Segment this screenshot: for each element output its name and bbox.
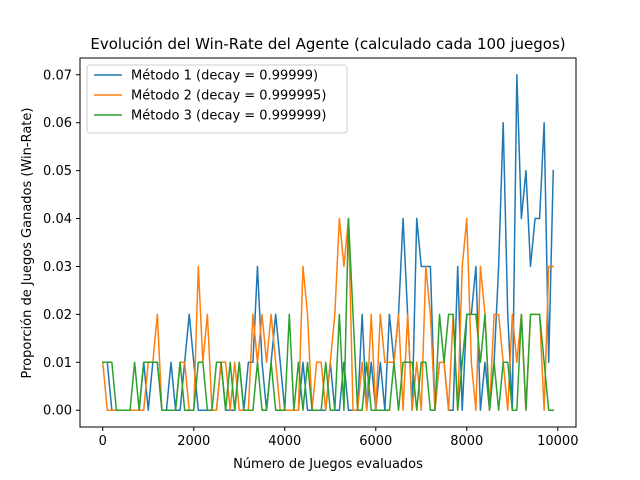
x-tick-label: 4000: [268, 434, 301, 449]
y-tick-label: 0.00: [43, 404, 72, 419]
y-tick-label: 0.03: [43, 260, 72, 275]
legend-label-1: Método 1 (decay = 0.99999): [131, 69, 318, 84]
plot-area: [79, 57, 577, 428]
series-line-3: [102, 217, 554, 411]
y-tick-label: 0.05: [43, 164, 72, 179]
chart-title: Evolución del Win-Rate del Agente (calcu…: [90, 35, 565, 53]
x-tick-label: 6000: [359, 434, 392, 449]
legend: Método 1 (decay = 0.99999) Método 2 (deca…: [86, 64, 348, 134]
y-axis-label: Proporción de Juegos Ganados (Win-Rate): [20, 108, 35, 379]
x-tick-label: 2000: [177, 434, 210, 449]
x-axis-ticks: 0 2000 4000 6000 8000 10000: [99, 427, 578, 449]
legend-label-2: Método 2 (decay = 0.999995): [131, 89, 326, 104]
y-tick-label: 0.06: [43, 116, 72, 131]
y-tick-label: 0.07: [43, 68, 72, 83]
legend-box: [86, 64, 348, 134]
x-axis-label: Número de Juegos evaluados: [233, 457, 423, 472]
legend-label-3: Método 3 (decay = 0.999999): [131, 109, 326, 124]
y-axis-ticks: 0.00 0.01 0.02 0.03 0.04 0.05 0.06 0.07: [43, 68, 80, 419]
x-tick-label: 8000: [450, 434, 483, 449]
axes-frame: [79, 57, 577, 428]
x-tick-label: 10000: [537, 434, 578, 449]
y-tick-label: 0.04: [43, 212, 72, 227]
y-tick-label: 0.01: [43, 356, 72, 371]
series-lines: [101, 74, 555, 411]
y-tick-label: 0.02: [43, 308, 72, 323]
x-tick-label: 0: [99, 434, 107, 449]
